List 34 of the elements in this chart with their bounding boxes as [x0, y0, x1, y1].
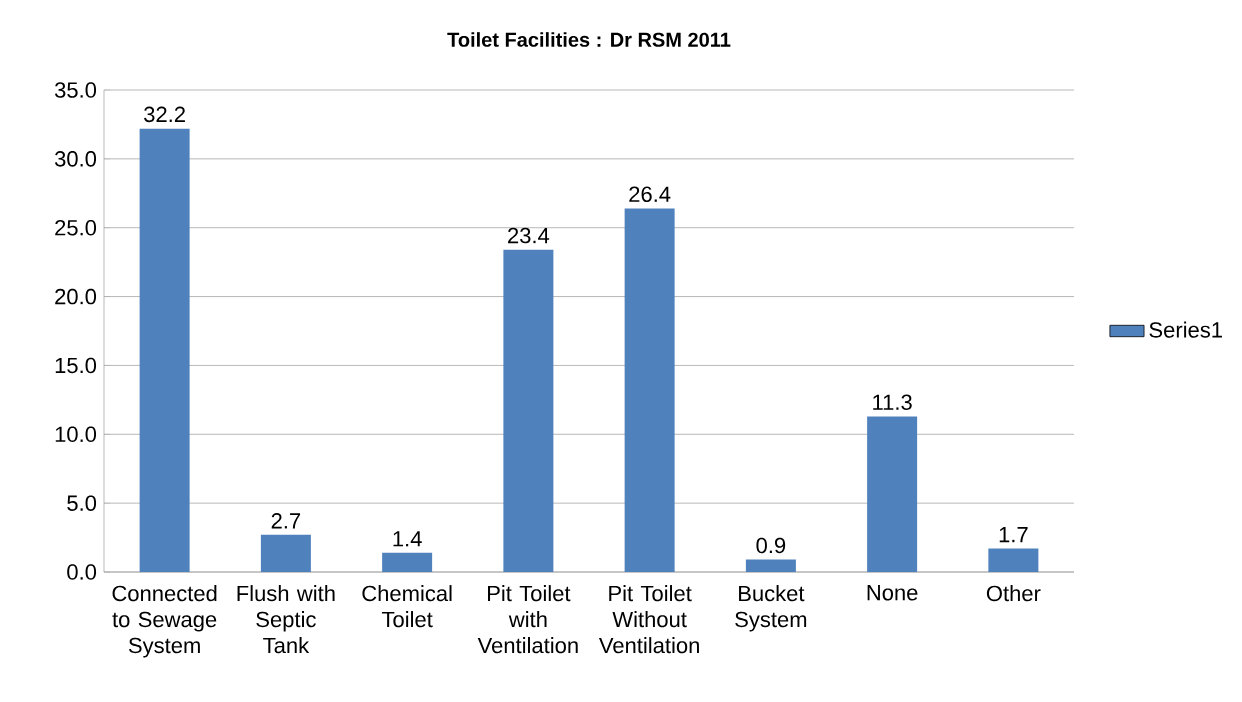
y-tick-label: 20.0	[55, 288, 97, 305]
y-tick-label: 30.0	[54, 151, 97, 167]
bar	[745, 559, 796, 572]
data-label: 23.4	[508, 227, 550, 244]
data-label: 32.2	[144, 106, 185, 123]
y-tick-label: 5.0	[67, 495, 97, 511]
legend-label: Series1	[1149, 321, 1222, 338]
data-label: 1.4	[393, 531, 422, 547]
data-label: 1.7	[999, 527, 1028, 543]
x-tick-label: None	[867, 585, 918, 601]
y-tick-label: 0.0	[67, 564, 97, 580]
x-tick-label: Other	[986, 585, 1041, 602]
bar	[503, 249, 554, 572]
y-tick-label: 15.0	[55, 357, 97, 374]
data-label: 26.4	[629, 186, 671, 203]
data-label: 2.7	[271, 513, 301, 529]
bar	[260, 534, 311, 572]
x-tick-label: Pit Toilet with Ventilation	[477, 585, 578, 654]
y-tick-label: 25.0	[55, 219, 97, 236]
x-tick-label: Bucket System	[735, 585, 807, 632]
chart-title: Toilet Facilities : Dr RSM 2011	[447, 32, 731, 47]
x-tick-label: Flush with Septic Tank	[237, 585, 335, 654]
y-tick-label: 35.0	[54, 82, 97, 98]
bar	[139, 128, 190, 572]
y-tick-label: 10.0	[55, 426, 97, 443]
x-tick-label: Pit Toilet Without Ventilation	[598, 585, 699, 654]
data-label: 11.3	[873, 394, 912, 410]
bar	[382, 552, 433, 572]
x-tick-label: Chemical Toilet	[362, 585, 452, 628]
bar	[988, 548, 1039, 572]
bar	[624, 208, 675, 572]
bar	[867, 416, 918, 572]
x-tick-label: Connected to Sewage System	[112, 585, 217, 658]
data-label: 0.9	[756, 537, 786, 554]
